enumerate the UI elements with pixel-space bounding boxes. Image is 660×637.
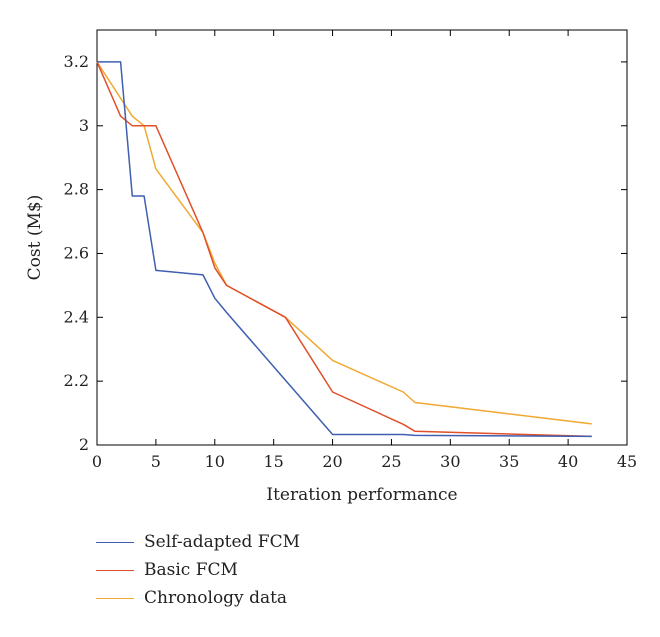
x-tick-label: 40 xyxy=(558,452,578,471)
series-line-basic-fcm xyxy=(96,61,592,438)
line-chart: 0 5 10 15 20 25 30 35 40 45 2 2.2 2.4 2.6 2.8 3 3.2 Iter… xyxy=(25,29,637,505)
x-tick-label: 20 xyxy=(322,452,342,471)
x-tick-label: 10 xyxy=(205,452,225,471)
legend-label: Self-adapted FCM xyxy=(144,532,300,552)
legend-item-self-adapted-fcm: Self-adapted FCM xyxy=(96,528,300,556)
x-tick-label: 15 xyxy=(263,452,283,471)
legend-item-chronology-data: Chronology data xyxy=(96,584,300,612)
legend-label: Chronology data xyxy=(144,588,288,608)
series-line-chronology-data xyxy=(96,61,592,425)
y-tick-label: 2.2 xyxy=(64,371,89,390)
y-tick-label: 2.4 xyxy=(64,307,89,326)
legend-swatch xyxy=(96,541,134,543)
x-tick-label: 0 xyxy=(92,452,102,471)
x-tick-label: 25 xyxy=(381,452,401,471)
y-tick-label: 2.6 xyxy=(64,243,89,262)
axis-ticks: 0 5 10 15 20 25 30 35 40 45 2 2.2 2.4 2.6 2.8 3 3.2 xyxy=(64,30,637,471)
legend-label: Basic FCM xyxy=(144,560,238,580)
x-tick-label: 5 xyxy=(151,452,161,471)
legend-swatch xyxy=(96,597,134,599)
y-tick-label: 3 xyxy=(79,116,89,135)
y-tick-label: 3.2 xyxy=(64,52,89,71)
series-lines xyxy=(96,61,592,438)
legend-item-basic-fcm: Basic FCM xyxy=(96,556,300,584)
y-tick-label: 2 xyxy=(79,435,89,454)
series-line-self-adapted-fcm xyxy=(97,61,592,438)
x-tick-label: 45 xyxy=(617,452,637,471)
plot-frame xyxy=(96,29,628,446)
x-axis-title: Iteration performance xyxy=(266,485,457,505)
x-tick-label: 35 xyxy=(499,452,519,471)
x-tick-label: 30 xyxy=(440,452,460,471)
legend: Self-adapted FCM Basic FCM Chronology da… xyxy=(96,528,300,612)
y-tick-label: 2.8 xyxy=(64,180,89,199)
legend-swatch xyxy=(96,569,134,571)
y-axis-title: Cost (M$) xyxy=(25,195,45,281)
